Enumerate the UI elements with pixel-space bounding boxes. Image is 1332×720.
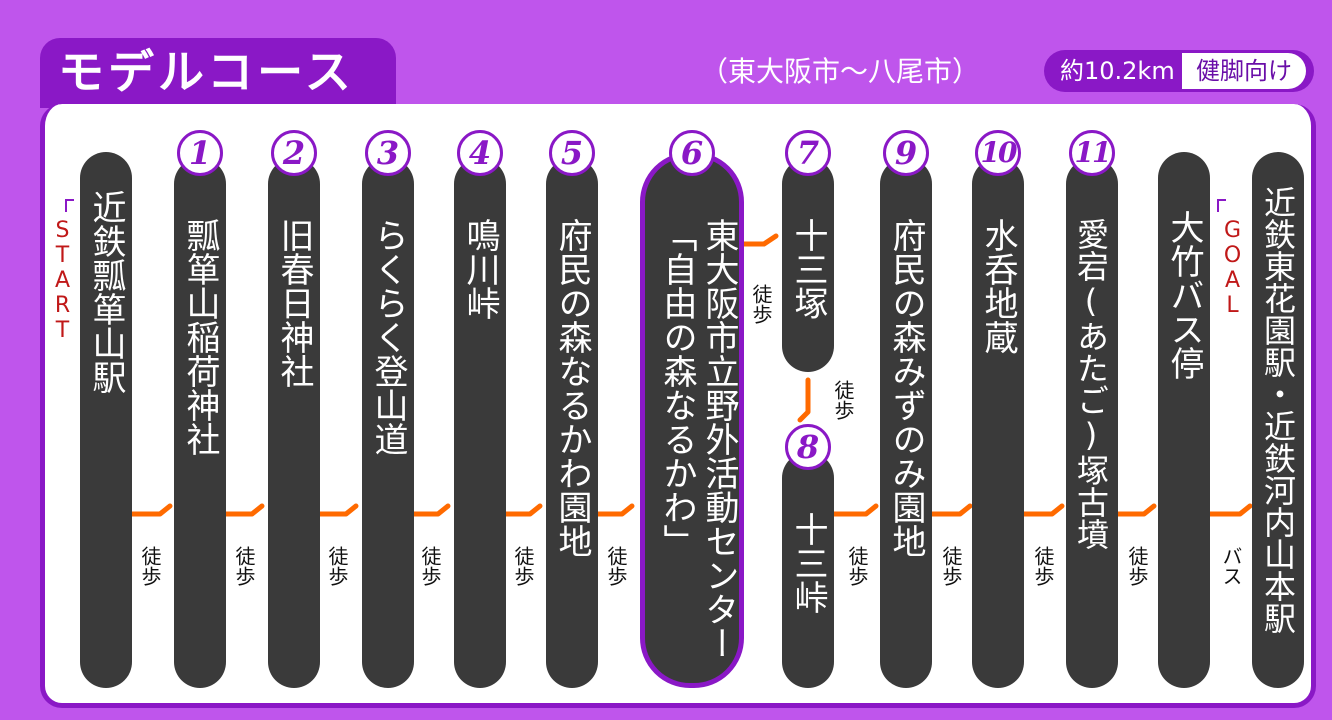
stop-label: 大竹バス停 [1164,210,1204,380]
stop-1 [174,158,226,688]
stop-number-badge: 7 [785,130,831,176]
connector-label: 徒歩 [604,546,628,586]
stop-number-badge: 10 [975,130,1021,176]
arrow-1 [217,503,265,517]
goal-marker: GOAL [1220,218,1245,318]
goal-bracket [1217,199,1226,212]
connector-label: 徒歩 [511,546,535,586]
connector-label: 徒歩 [1125,546,1149,586]
arrow-8 [831,503,879,517]
stop-6 [640,152,744,688]
stop-number-badge: 9 [883,130,929,176]
connector-label: 徒歩 [845,546,869,586]
title-tab [40,38,396,108]
connector-label: 徒歩 [232,546,256,586]
stop-label: 府民の森なるかわ園地 [552,218,592,558]
connector-label: 徒歩 [749,284,773,324]
stop-label: らくらく登山道 [368,218,408,456]
page-title: モデルコース [58,45,355,99]
arrow-4 [495,503,543,517]
level-badge: 健脚向け [1182,53,1306,89]
stop-label: 東大阪市立野外活動センター [699,218,739,660]
arrow-5 [587,503,635,517]
stop-number-badge: 6 [669,130,715,176]
connector-label: 徒歩 [939,546,963,586]
stop-2 [268,158,320,688]
stop-number-badge: 2 [271,130,317,176]
stop-7 [782,158,834,372]
stop-label: 近鉄瓢箪山駅 [86,190,126,394]
stop-label: 瓢箪山稲荷神社 [180,218,220,456]
stop-label: 府民の森みずのみ園地 [886,218,926,558]
stop-number-badge: 3 [365,130,411,176]
arrow-0 [125,503,173,517]
arrow-3 [403,503,451,517]
connector-label: 徒歩 [418,546,442,586]
stop-bus-stop [1158,152,1210,688]
connector-label: 徒歩 [1031,546,1055,586]
stop-number-badge: 4 [457,130,503,176]
arrow-6 [731,233,779,247]
arrow-10 [1017,503,1065,517]
arrow-9 [925,503,973,517]
connector-label: バス [1219,546,1243,586]
distance-badge: 約10.2km [1060,57,1175,85]
arrow-12 [1205,503,1253,517]
arrow-11 [1109,503,1157,517]
arrow-2 [311,503,359,517]
stop-label: 旧春日神社 [274,218,314,388]
stop-label: 近鉄東花園駅・近鉄河内山本駅 [1259,186,1297,634]
stop-start-station [80,152,132,688]
stop-goal-station [1252,152,1304,688]
stop-label: 愛宕(あたご)塚古墳 [1072,218,1110,550]
stop-label: 水呑地蔵 [978,218,1018,354]
stop-number-badge: 11 [1069,130,1115,176]
stop-4 [454,158,506,688]
stop-number-badge: 1 [177,130,223,176]
connector-label: 徒歩 [325,546,349,586]
connector-label: 徒歩 [831,380,855,420]
stop-number-badge: 5 [549,130,595,176]
start-bracket [65,199,74,212]
stop-label: 十三峠 [788,512,828,614]
start-marker: START [50,218,75,343]
stop-11 [1066,158,1118,688]
stop-9 [880,158,932,688]
stop-label: 十三塚 [788,218,828,320]
stop-8 [782,452,834,688]
arrow-7 [797,377,811,423]
connector-label: 徒歩 [138,546,162,586]
stop-label: 鳴川峠 [460,218,500,320]
stop-3 [362,158,414,688]
route-subtitle: （東大阪市〜八尾市） [700,55,981,88]
stop-label-sub: 「自由の森なるかわ」 [657,218,697,558]
stop-5 [546,158,598,688]
stop-10 [972,158,1024,688]
stop-number-badge: 8 [785,424,831,470]
